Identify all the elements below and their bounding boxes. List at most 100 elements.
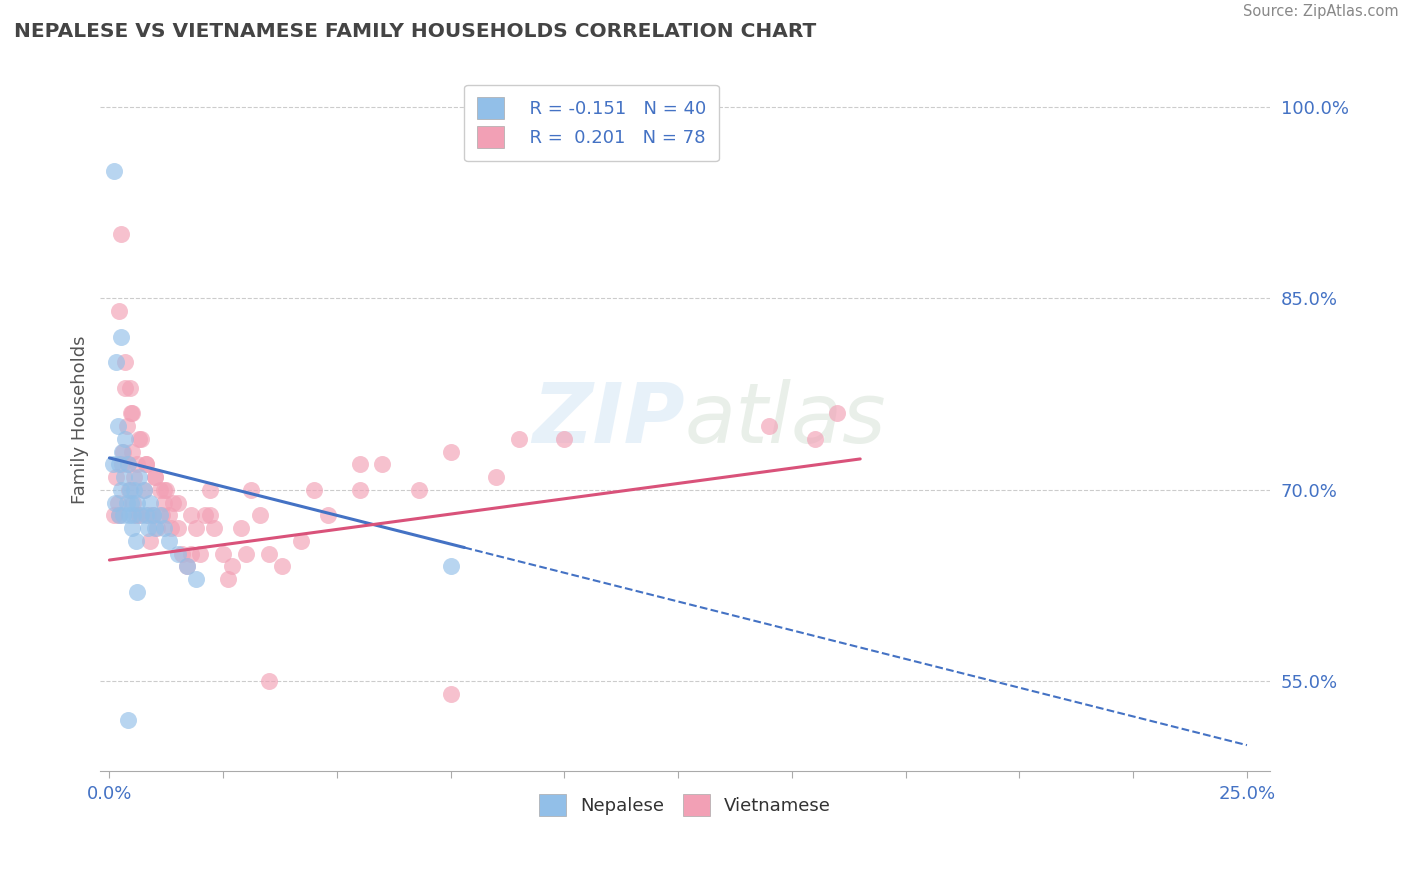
Point [135,458,157,472]
Point [125,585,148,599]
Point [198,483,221,497]
Point [157,533,180,548]
Point [112,444,135,458]
Point [239,483,262,497]
Point [117,713,139,727]
Point [136,508,159,523]
Point [125,508,148,523]
Point [125,495,148,509]
Point [122,508,145,523]
Point [142,508,165,523]
Point [194,508,217,523]
Point [110,227,132,242]
Point [120,495,142,509]
Point [758,419,780,434]
Point [349,458,371,472]
Point [198,508,221,523]
Point [153,495,176,509]
Point [249,508,271,523]
Point [184,521,207,535]
Point [107,304,129,318]
Point [111,458,134,472]
Point [103,163,125,178]
Text: Source: ZipAtlas.com: Source: ZipAtlas.com [1243,4,1399,20]
Text: ZIP: ZIP [533,379,685,460]
Point [180,508,202,523]
Point [128,470,150,484]
Point [112,508,135,523]
Point [114,381,136,395]
Point [231,521,253,535]
Point [108,508,131,523]
Point [172,547,194,561]
Point [107,458,129,472]
Point [104,495,127,509]
Point [257,674,280,689]
Text: atlas: atlas [685,379,887,460]
Point [508,432,530,446]
Point [160,521,183,535]
Point [180,547,202,561]
Point [157,508,180,523]
Point [105,355,128,369]
Point [114,432,136,446]
Text: NEPALESE VS VIETNAMESE FAMILY HOUSEHOLDS CORRELATION CHART: NEPALESE VS VIETNAMESE FAMILY HOUSEHOLDS… [14,22,817,41]
Point [408,483,430,497]
Point [217,572,239,586]
Point [143,521,166,535]
Point [150,508,173,523]
Point [176,559,198,574]
Point [115,495,138,509]
Point [107,495,129,509]
Point [117,508,139,523]
Point [349,483,371,497]
Point [118,483,141,497]
Point [132,483,155,497]
Point [110,483,132,497]
Point [139,495,162,509]
Point [111,444,134,458]
Point [184,572,207,586]
Point [110,329,132,343]
Point [121,521,143,535]
Point [221,559,243,574]
Point [135,458,157,472]
Point [120,406,142,420]
Point [271,559,294,574]
Point [136,521,159,535]
Point [143,470,166,484]
Point [117,458,139,472]
Point [155,483,177,497]
Point [108,508,131,523]
Point [235,547,257,561]
Point [115,419,138,434]
Point [485,470,508,484]
Point [440,687,463,701]
Point [128,508,150,523]
Point [125,458,148,472]
Point [166,521,188,535]
Point [128,432,150,446]
Point [129,432,152,446]
Point [121,444,143,458]
Point [103,508,125,523]
Point [121,406,143,420]
Point [803,432,825,446]
Point [290,533,312,548]
Point [202,521,225,535]
Point [112,470,135,484]
Point [101,458,124,472]
Point [148,483,170,497]
Point [316,508,339,523]
Point [125,533,148,548]
Point [162,495,184,509]
Point [139,533,162,548]
Point [166,547,188,561]
Point [166,495,188,509]
Point [122,495,145,509]
Point [553,432,575,446]
Point [827,406,849,420]
Point [153,521,176,535]
Point [124,470,146,484]
Point [257,547,280,561]
